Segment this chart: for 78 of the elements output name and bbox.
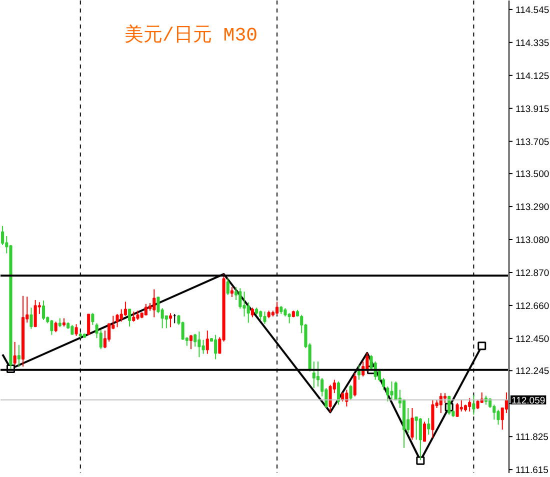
candlestick	[238, 288, 242, 310]
candlestick	[276, 301, 279, 316]
candlestick	[34, 299, 37, 328]
y-tick-label: 114.545	[516, 4, 550, 16]
candlestick	[422, 421, 426, 442]
y-tick-label: 113.915	[516, 104, 550, 115]
y-tick-label: 113.500	[516, 169, 550, 180]
candlestick	[42, 300, 46, 320]
candlestick	[168, 312, 172, 328]
candlestick	[30, 307, 33, 330]
candlestick	[456, 402, 459, 418]
candlestick	[366, 352, 369, 372]
candlestick	[226, 278, 230, 296]
point	[478, 342, 486, 350]
candlestick	[312, 361, 316, 389]
ref-line-label: 112.059	[512, 395, 546, 406]
candlestick	[288, 312, 291, 324]
candlestick	[390, 380, 394, 400]
candlestick	[443, 392, 447, 404]
candlestick	[394, 380, 398, 401]
candlestick	[202, 339, 205, 354]
candlestick	[328, 384, 332, 413]
candlestick	[70, 324, 74, 336]
candlestick	[1, 226, 4, 246]
candlestick	[74, 324, 78, 336]
candlestick	[13, 341, 16, 366]
candlestick	[144, 303, 148, 316]
candlestick	[427, 418, 430, 436]
candlestick	[194, 333, 197, 348]
candlestick	[116, 313, 119, 328]
y-tick-label: 112.870	[516, 268, 550, 279]
candlestick	[250, 307, 254, 318]
candlestick	[476, 399, 480, 410]
candlestick	[50, 319, 54, 336]
candlestick	[263, 311, 266, 324]
candlestick	[124, 301, 127, 316]
candlestick	[206, 330, 209, 354]
candlestick	[246, 302, 250, 324]
y-tick-label: 114.125	[516, 70, 550, 82]
point	[416, 456, 425, 465]
candlestick	[242, 291, 246, 317]
candlestick	[472, 394, 476, 416]
y-tick-label: 113.705	[516, 136, 550, 148]
candlestick	[418, 418, 422, 461]
y-tick-label: 112.450	[516, 334, 550, 345]
y-tick-label: 111.825	[516, 432, 548, 444]
candlestick	[386, 386, 390, 402]
y-tick-label: 113.080	[516, 235, 550, 246]
candlestick	[128, 308, 132, 328]
candlestick	[136, 310, 140, 320]
candlestick	[152, 288, 156, 318]
candlestick	[259, 310, 262, 320]
candlestick	[198, 331, 201, 358]
y-tick-label: 114.335	[516, 38, 550, 49]
y-tick-label: 112.245	[516, 366, 550, 378]
candlestick	[132, 311, 136, 322]
candlestick	[468, 398, 472, 412]
y-tick-label: 112.660	[516, 300, 550, 312]
candlestick	[91, 312, 94, 326]
candlestick	[87, 313, 90, 336]
y-tick-label: 111.615	[516, 465, 548, 476]
candlestick	[189, 334, 193, 350]
candlestick	[336, 380, 340, 406]
candlestick	[353, 372, 356, 397]
candlestick	[349, 384, 352, 400]
candlestick	[230, 286, 234, 298]
candlestick	[496, 409, 500, 426]
candlestick	[345, 389, 348, 407]
candlestick	[410, 408, 414, 440]
candlestick	[488, 398, 492, 409]
candlestick	[448, 396, 451, 416]
y-tick-label: 113.290	[516, 202, 550, 214]
candlestick	[214, 334, 218, 360]
candlestick	[120, 308, 123, 322]
text: 美元/日元 M30	[124, 24, 258, 46]
candlestick	[414, 416, 418, 440]
candlestick	[17, 344, 20, 368]
candlestick	[54, 321, 58, 333]
